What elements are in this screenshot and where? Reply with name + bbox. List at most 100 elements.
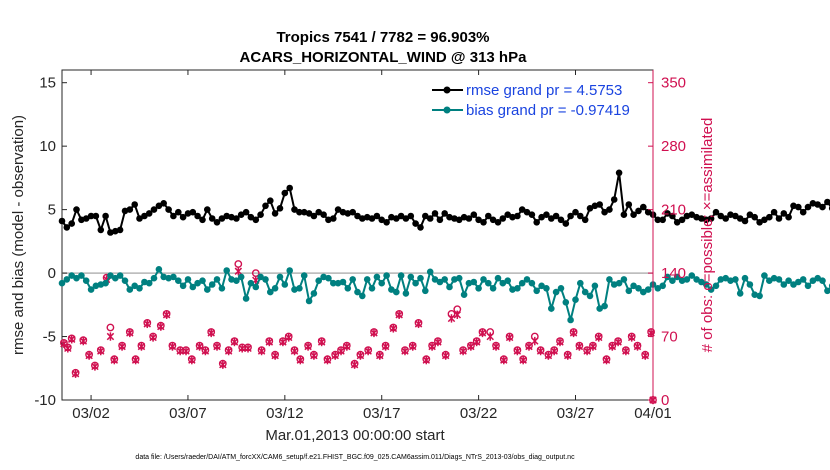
bias-point — [654, 285, 662, 292]
obs-assimilated-point — [381, 342, 390, 351]
bias-point — [741, 274, 749, 282]
bias-point — [257, 273, 264, 281]
bias-point — [562, 299, 570, 306]
obs-assimilated-point — [337, 346, 345, 356]
bias-point — [615, 279, 623, 287]
rmse-point — [82, 215, 90, 222]
bias-point — [640, 288, 647, 296]
rmse-point — [97, 226, 105, 234]
bias-point — [276, 273, 284, 281]
obs-assimilated-point — [467, 342, 475, 351]
obs-assimilated-point — [230, 337, 239, 347]
rmse-point — [247, 213, 255, 221]
obs-assimilated-point — [428, 342, 436, 351]
x-tick-label: 03/12 — [266, 405, 304, 422]
bias-point — [325, 274, 332, 282]
rmse-point — [368, 215, 376, 222]
obs-assimilated-point — [434, 337, 442, 347]
rmse-point — [669, 212, 676, 220]
rmse-point — [640, 203, 647, 211]
chart-title-line2: ACARS_HORIZONTAL_WIND @ 313 hPa — [240, 49, 528, 66]
rmse-point — [233, 215, 240, 222]
rmse-point — [204, 206, 211, 213]
rmse-point — [267, 197, 274, 204]
obs-assimilated-point — [370, 328, 378, 338]
bias-point — [407, 273, 415, 281]
bias-point — [606, 276, 613, 283]
obs-assimilated-point — [131, 355, 140, 365]
y-axis-right-ticks: 350 280 210 140 70 0 — [648, 75, 686, 409]
obs-assimilated-point — [106, 332, 115, 341]
obs-assimilated-point — [290, 346, 299, 356]
rmse-point — [489, 216, 497, 224]
rmse-point — [179, 213, 187, 221]
bias-point — [223, 267, 230, 274]
y-right-tick-label: 210 — [661, 202, 686, 219]
obs-assimilated-point — [589, 342, 597, 351]
bias-point — [644, 286, 652, 293]
rmse-point — [116, 226, 124, 234]
bias-point — [233, 277, 240, 285]
legend-bias-marker — [443, 106, 451, 114]
bias-point — [330, 279, 337, 287]
rmse-point — [73, 206, 80, 213]
rmse-point — [678, 216, 686, 224]
rmse-point — [499, 215, 507, 222]
bias-point — [659, 282, 666, 290]
y-left-tick-label: 5 — [48, 202, 56, 219]
bias-point — [591, 282, 599, 290]
bias-point — [795, 278, 802, 286]
rmse-point — [145, 210, 153, 217]
obs-assimilated-point — [126, 328, 134, 338]
bias-point — [136, 285, 143, 292]
bias-point — [703, 281, 710, 288]
bias-point — [596, 305, 603, 312]
bias-point — [184, 276, 192, 283]
bias-point — [635, 285, 642, 292]
rmse-point — [717, 212, 725, 220]
rmse-point — [795, 203, 802, 211]
rmse-point — [383, 219, 390, 226]
obs-assimilated-point — [478, 328, 487, 338]
bias-point — [543, 285, 550, 292]
y-right-tick-label: 0 — [661, 392, 669, 409]
rmse-point — [543, 211, 550, 218]
y-right-tick-label: 140 — [661, 265, 686, 282]
bias-point — [262, 276, 269, 283]
bias-point — [102, 279, 109, 287]
bias-point — [179, 282, 187, 290]
obs-assimilated-point — [564, 351, 572, 360]
rmse-point — [567, 212, 574, 220]
bias-point — [620, 276, 628, 283]
obs-assimilated-point — [505, 333, 514, 342]
rmse-point — [213, 219, 221, 226]
bias-point — [373, 273, 381, 281]
rmse-point — [63, 224, 71, 231]
obs-assimilated-point — [304, 342, 312, 351]
rmse-point — [577, 212, 584, 220]
bias-point — [189, 283, 197, 291]
rmse-point — [562, 220, 570, 227]
bias-point — [785, 277, 792, 285]
rmse-point — [402, 215, 410, 222]
obs-assimilated-point — [414, 319, 423, 329]
bias-point — [475, 285, 482, 292]
rmse-point — [523, 208, 531, 216]
rmse-point — [315, 208, 323, 216]
rmse-point — [291, 206, 298, 213]
obs-assimilated-point — [162, 310, 171, 319]
bias-point — [170, 273, 177, 281]
obs-assimilated-point — [176, 346, 184, 356]
bias-point — [218, 285, 226, 292]
bias-point — [310, 290, 318, 297]
obs-assimilated-point — [323, 355, 332, 365]
obs-assimilated-point — [271, 351, 279, 360]
rmse-point — [422, 212, 429, 220]
bias-point — [213, 276, 221, 283]
bias-point — [799, 276, 807, 283]
bias-point — [383, 272, 390, 279]
rmse-point — [775, 215, 783, 222]
bias-point — [756, 292, 763, 300]
obs-assimilated-point — [447, 314, 456, 323]
